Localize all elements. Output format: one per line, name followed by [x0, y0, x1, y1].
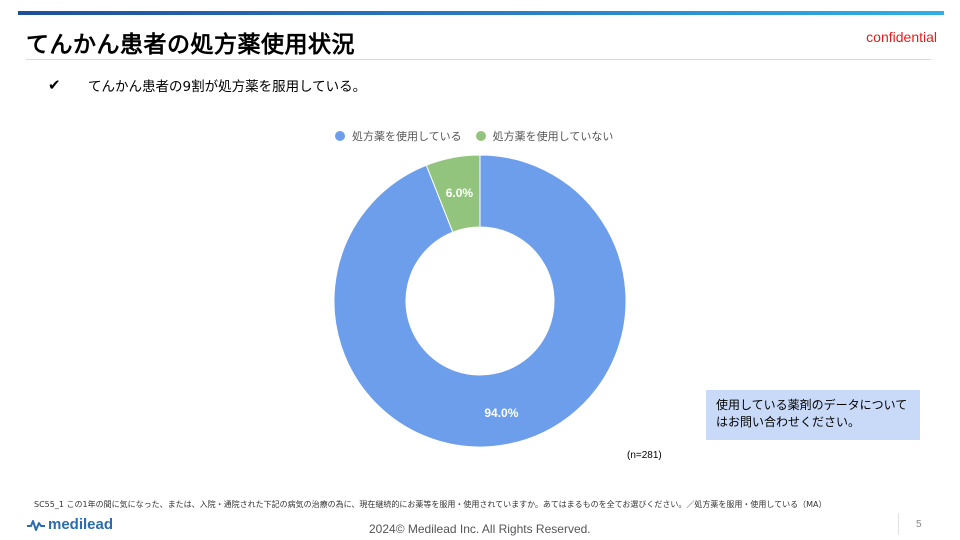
slice-using: [333, 154, 627, 448]
data-label-using: 94.0%: [484, 406, 518, 420]
header-accent-bar: [18, 11, 944, 15]
inquiry-note: 使用している薬剤のデータについて はお問い合わせください。: [706, 390, 920, 440]
logo-text: medilead: [48, 516, 114, 533]
confidential-label: confidential: [866, 29, 937, 45]
legend-label-using: 処方薬を使用している: [352, 130, 462, 143]
page-title: てんかん患者の処方薬使用状況: [26, 32, 355, 58]
sample-size: (n=281): [627, 450, 662, 461]
legend-swatch-not-using: [475, 131, 486, 141]
copyright: 2024© Medilead Inc. All Rights Reserved.: [369, 522, 591, 536]
inquiry-note-line-1: 使用している薬剤のデータについて: [716, 398, 908, 412]
title-divider: [26, 59, 931, 60]
page-number: 5: [916, 519, 922, 530]
page-number-divider: [898, 513, 899, 535]
chart-legend: 処方薬を使用している 処方薬を使用していない: [335, 128, 627, 144]
data-label-not-using: 6.0%: [446, 186, 474, 200]
legend-item-not-using: 処方薬を使用していない: [475, 128, 614, 144]
inquiry-note-line-2: はお問い合わせください。: [716, 415, 861, 429]
legend-item-using: 処方薬を使用している: [335, 128, 462, 144]
pulse-icon: [27, 519, 45, 531]
donut-chart: 6.0% 94.0%: [333, 154, 627, 448]
key-finding: ✔ てんかん患者の9割が処方薬を服用している。: [48, 75, 366, 95]
check-icon: ✔: [48, 76, 61, 94]
survey-footnote: SC55_1 この1年の間に気になった、または、入院・通院された下記の病気の治療…: [34, 500, 827, 509]
legend-swatch-using: [335, 131, 345, 141]
key-finding-text: てんかん患者の9割が処方薬を服用している。: [88, 79, 367, 95]
legend-label-not-using: 処方薬を使用していない: [492, 130, 614, 143]
medilead-logo: medilead: [26, 516, 113, 533]
